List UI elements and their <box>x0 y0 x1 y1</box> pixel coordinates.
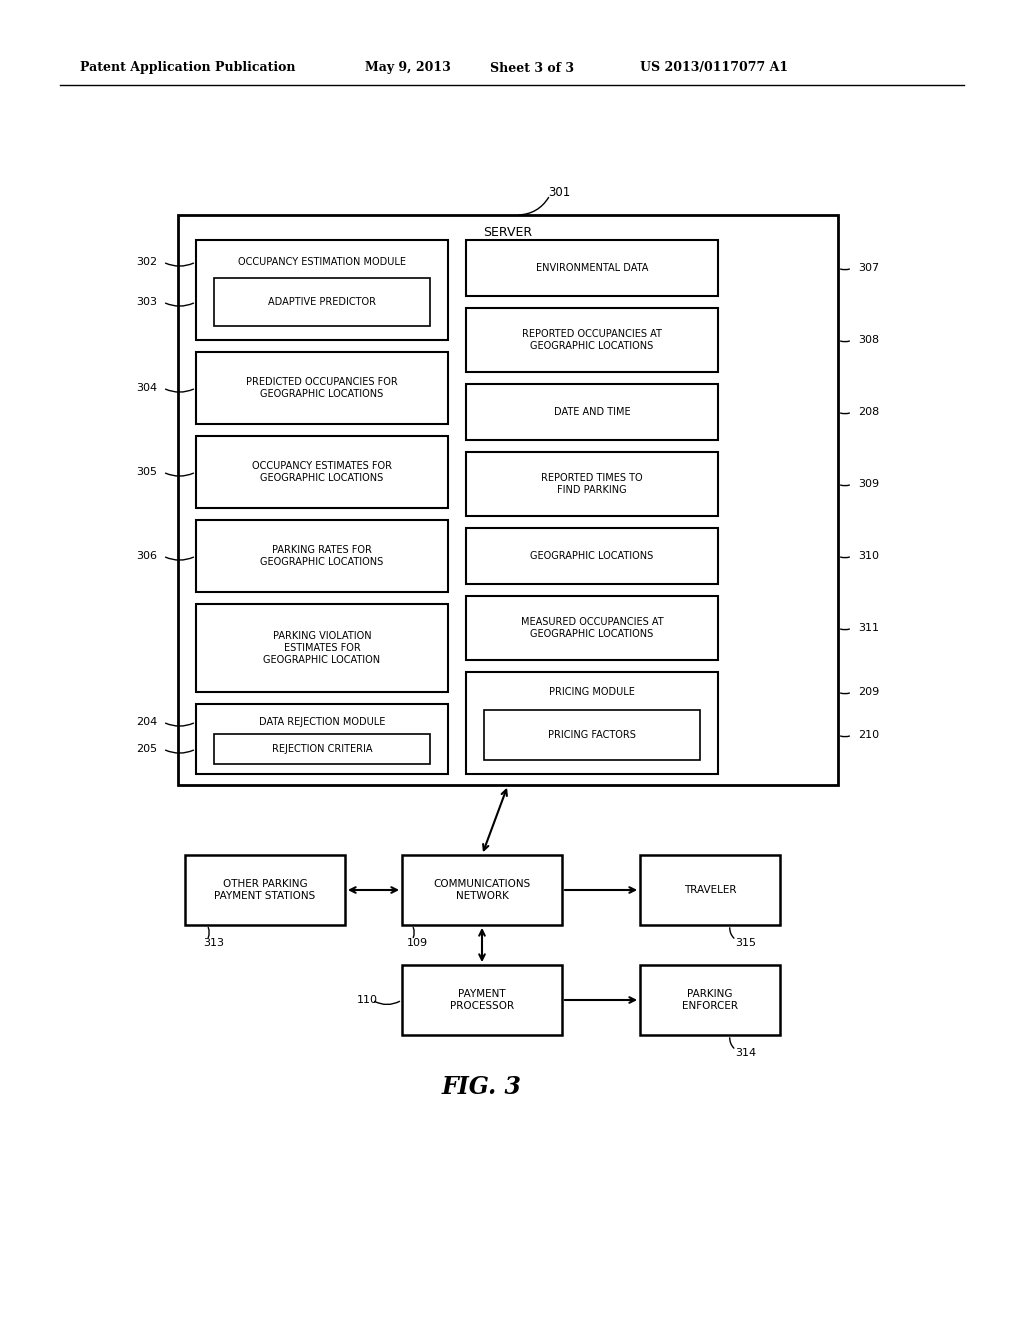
Text: 205: 205 <box>136 744 157 754</box>
Text: 311: 311 <box>858 623 879 634</box>
Text: 314: 314 <box>735 1048 756 1059</box>
Text: May 9, 2013: May 9, 2013 <box>365 62 451 74</box>
Text: ADAPTIVE PREDICTOR: ADAPTIVE PREDICTOR <box>268 297 376 308</box>
Text: 303: 303 <box>136 297 157 308</box>
Text: ENVIRONMENTAL DATA: ENVIRONMENTAL DATA <box>536 263 648 273</box>
Text: PARKING VIOLATION
ESTIMATES FOR
GEOGRAPHIC LOCATION: PARKING VIOLATION ESTIMATES FOR GEOGRAPH… <box>263 631 381 664</box>
Text: 305: 305 <box>136 467 157 477</box>
Bar <box>214 734 430 764</box>
Bar <box>466 308 718 372</box>
Text: DATA REJECTION MODULE: DATA REJECTION MODULE <box>259 717 385 727</box>
Text: 301: 301 <box>548 186 570 199</box>
Text: 306: 306 <box>136 550 157 561</box>
Text: COMMUNICATIONS
NETWORK: COMMUNICATIONS NETWORK <box>433 879 530 900</box>
Text: FIG. 3: FIG. 3 <box>442 1074 522 1100</box>
Text: SERVER: SERVER <box>483 227 532 239</box>
Text: 313: 313 <box>203 939 224 948</box>
Text: PRICING MODULE: PRICING MODULE <box>549 686 635 697</box>
Text: REJECTION CRITERIA: REJECTION CRITERIA <box>271 744 373 754</box>
Bar <box>196 436 449 508</box>
Bar <box>185 855 345 925</box>
Text: OTHER PARKING
PAYMENT STATIONS: OTHER PARKING PAYMENT STATIONS <box>214 879 315 900</box>
Bar <box>466 384 718 440</box>
Text: Sheet 3 of 3: Sheet 3 of 3 <box>490 62 574 74</box>
Text: PREDICTED OCCUPANCIES FOR
GEOGRAPHIC LOCATIONS: PREDICTED OCCUPANCIES FOR GEOGRAPHIC LOC… <box>246 378 398 399</box>
Text: 310: 310 <box>858 550 879 561</box>
Text: OCCUPANCY ESTIMATION MODULE: OCCUPANCY ESTIMATION MODULE <box>238 257 406 267</box>
Text: 209: 209 <box>858 686 880 697</box>
Text: MEASURED OCCUPANCIES AT
GEOGRAPHIC LOCATIONS: MEASURED OCCUPANCIES AT GEOGRAPHIC LOCAT… <box>520 618 664 639</box>
Text: 309: 309 <box>858 479 880 488</box>
Text: 307: 307 <box>858 263 880 273</box>
Bar <box>178 215 838 785</box>
Bar <box>196 240 449 341</box>
Text: US 2013/0117077 A1: US 2013/0117077 A1 <box>640 62 788 74</box>
Bar <box>484 710 700 760</box>
Text: 204: 204 <box>136 717 157 727</box>
Text: 304: 304 <box>136 383 157 393</box>
Bar <box>196 704 449 774</box>
Text: OCCUPANCY ESTIMATES FOR
GEOGRAPHIC LOCATIONS: OCCUPANCY ESTIMATES FOR GEOGRAPHIC LOCAT… <box>252 461 392 483</box>
Bar <box>196 520 449 591</box>
Bar <box>214 279 430 326</box>
Bar <box>466 528 718 583</box>
Text: REPORTED TIMES TO
FIND PARKING: REPORTED TIMES TO FIND PARKING <box>542 473 643 495</box>
Text: GEOGRAPHIC LOCATIONS: GEOGRAPHIC LOCATIONS <box>530 550 653 561</box>
Text: 210: 210 <box>858 730 880 741</box>
Bar <box>466 597 718 660</box>
Text: 308: 308 <box>858 335 880 345</box>
Text: REPORTED OCCUPANCIES AT
GEOGRAPHIC LOCATIONS: REPORTED OCCUPANCIES AT GEOGRAPHIC LOCAT… <box>522 329 662 351</box>
Text: TRAVELER: TRAVELER <box>684 884 736 895</box>
Text: PAYMENT
PROCESSOR: PAYMENT PROCESSOR <box>450 989 514 1011</box>
Bar <box>402 965 562 1035</box>
Bar <box>466 240 718 296</box>
Text: 208: 208 <box>858 407 880 417</box>
Bar <box>640 965 780 1035</box>
Bar <box>466 672 718 774</box>
Text: 302: 302 <box>136 257 157 267</box>
Bar <box>466 451 718 516</box>
Bar <box>196 605 449 692</box>
Text: PARKING
ENFORCER: PARKING ENFORCER <box>682 989 738 1011</box>
Text: 109: 109 <box>407 939 428 948</box>
Text: Patent Application Publication: Patent Application Publication <box>80 62 296 74</box>
Text: DATE AND TIME: DATE AND TIME <box>554 407 631 417</box>
Text: PRICING FACTORS: PRICING FACTORS <box>548 730 636 741</box>
Bar <box>640 855 780 925</box>
Text: PARKING RATES FOR
GEOGRAPHIC LOCATIONS: PARKING RATES FOR GEOGRAPHIC LOCATIONS <box>260 545 384 566</box>
Text: 110: 110 <box>357 995 378 1005</box>
Text: 315: 315 <box>735 939 756 948</box>
Bar <box>196 352 449 424</box>
Bar <box>402 855 562 925</box>
